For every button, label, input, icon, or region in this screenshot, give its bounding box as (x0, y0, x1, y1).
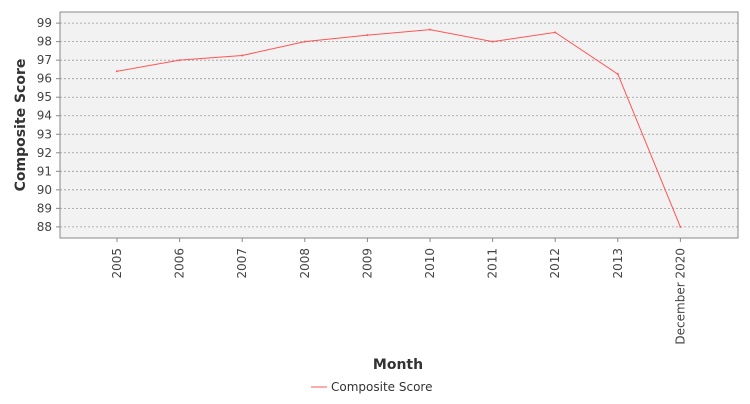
series-layer (116, 28, 682, 228)
data-point (241, 54, 244, 57)
x-axis: 2005 2006 2007 2008 2009 2010 2011 2012 2013 Dece… (110, 238, 687, 345)
y-tick-label: 97 (37, 53, 52, 67)
x-tick-label: 2007 (235, 248, 249, 279)
series-line-0 (116, 29, 681, 228)
x-tick-label: December 2020 (673, 248, 687, 345)
y-tick-label: 94 (37, 109, 52, 123)
data-point (303, 40, 306, 43)
y-tick-label: 89 (37, 201, 52, 215)
data-point (366, 34, 369, 37)
y-tick-label: 90 (37, 183, 52, 197)
y-axis-title: Composite Score (13, 59, 29, 192)
x-axis-title: Month (373, 357, 423, 373)
data-point (554, 31, 557, 34)
gridlines (60, 22, 738, 228)
data-point (679, 225, 682, 228)
y-tick-label: 96 (37, 72, 52, 86)
y-tick-label: 98 (37, 35, 52, 49)
y-axis: 88 89 90 91 92 93 94 95 96 97 98 99 (37, 16, 60, 234)
x-tick-label: 2012 (548, 248, 562, 279)
x-tick-label: 2011 (486, 248, 500, 279)
x-tick-label: 2013 (611, 248, 625, 279)
data-point (429, 28, 431, 31)
x-tick-label: 2009 (360, 248, 374, 279)
data-point (116, 70, 118, 73)
y-tick-label: 95 (37, 90, 52, 104)
data-point (616, 73, 619, 76)
y-tick-label: 99 (37, 16, 52, 30)
data-point (178, 59, 181, 62)
data-point (491, 40, 494, 43)
y-tick-label: 93 (37, 127, 52, 141)
x-tick-label: 2010 (423, 248, 437, 279)
legend: Composite Score (311, 380, 432, 394)
y-tick-label: 92 (37, 146, 52, 160)
y-tick-label: 91 (37, 164, 52, 178)
y-tick-label: 88 (37, 220, 52, 234)
x-tick-label: 2006 (173, 248, 187, 279)
legend-label: Composite Score (331, 380, 432, 394)
plot-background (60, 12, 738, 238)
x-tick-label: 2008 (298, 248, 312, 279)
plot-border (59, 11, 739, 239)
x-tick-label: 2005 (110, 248, 124, 279)
